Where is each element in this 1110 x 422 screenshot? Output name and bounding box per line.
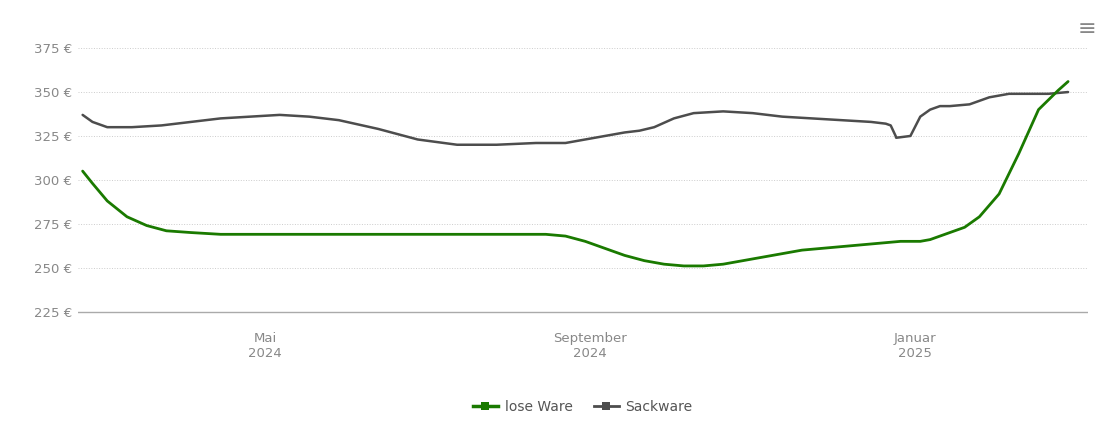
Text: ≡: ≡	[1078, 19, 1097, 39]
Legend: lose Ware, Sackware: lose Ware, Sackware	[467, 394, 698, 419]
